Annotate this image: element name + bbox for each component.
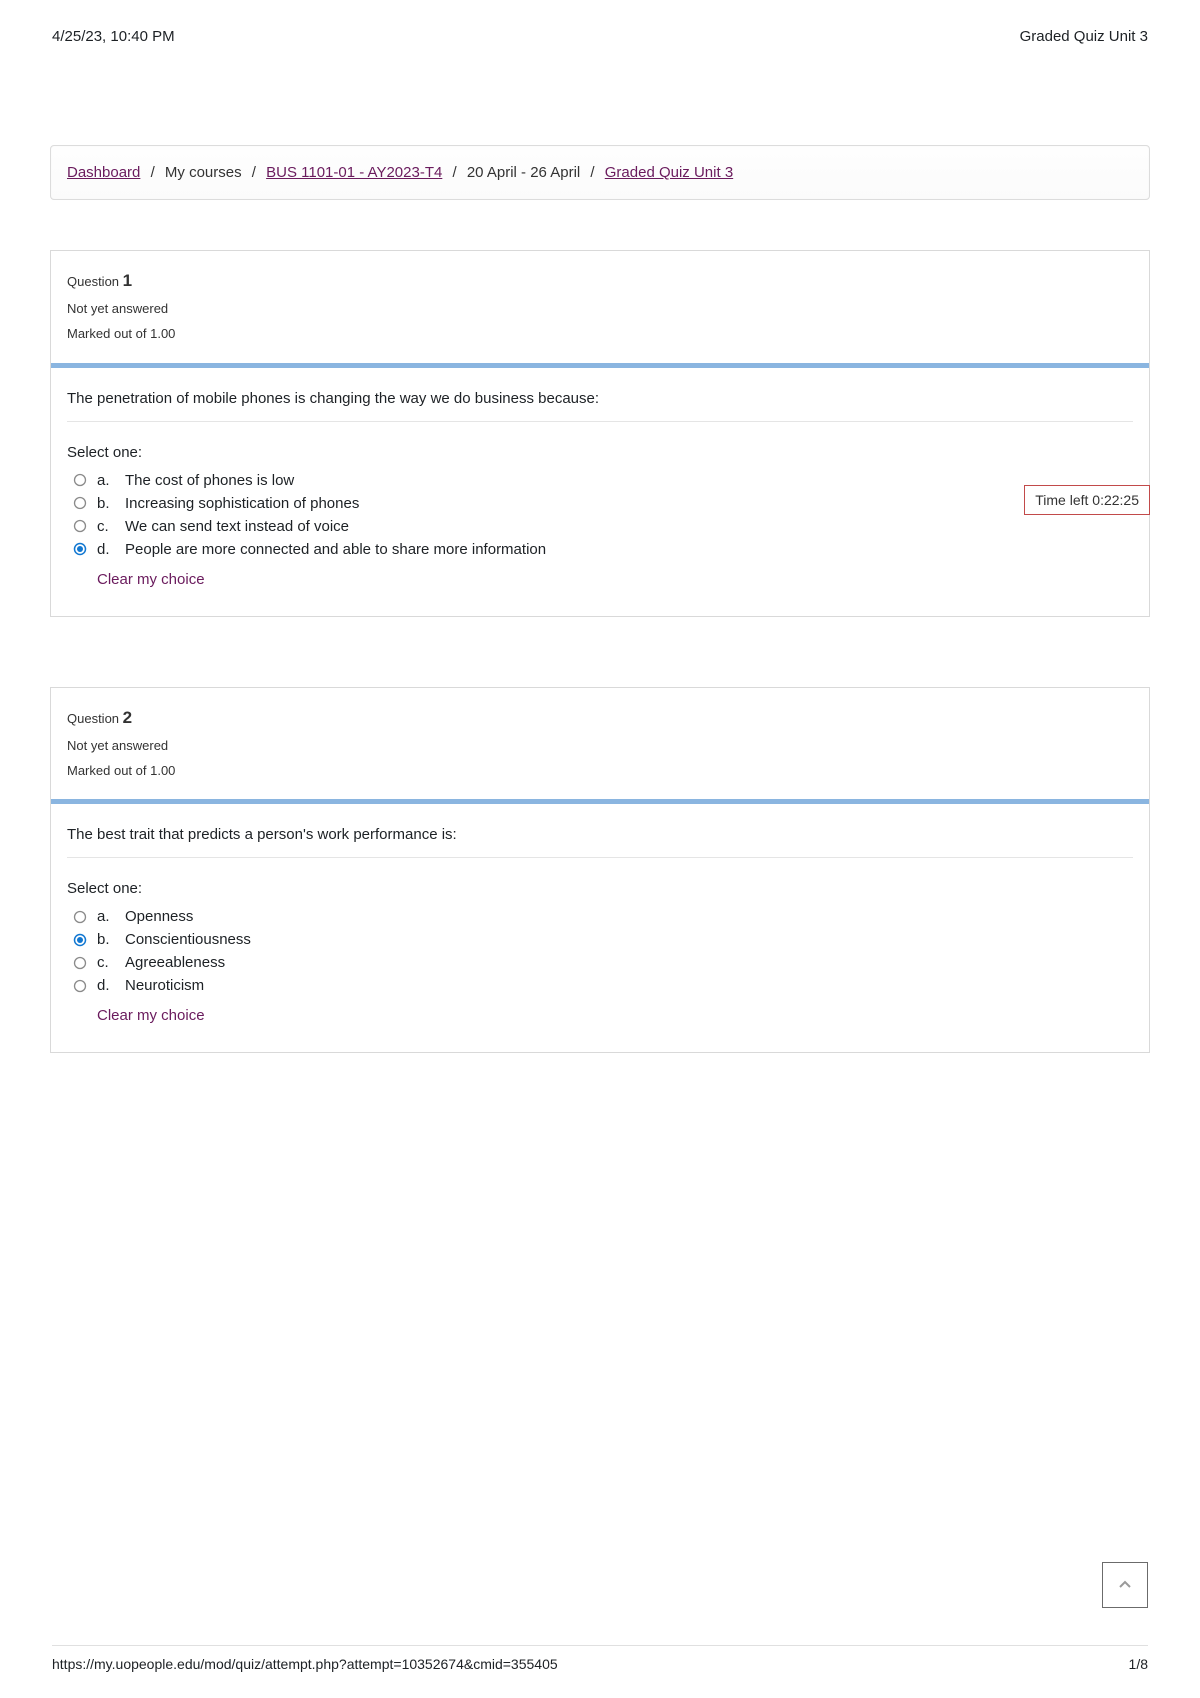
breadcrumb-mycourses: My courses (165, 164, 242, 181)
breadcrumb-dashboard[interactable]: Dashboard (67, 164, 140, 181)
time-left-box: Time left 0:22:25 (1024, 485, 1150, 515)
radio-selected-icon[interactable] (73, 542, 87, 556)
options-list: a. Openness b. Conscientiousness c. Agre… (67, 905, 1133, 997)
radio-unselected-icon[interactable] (73, 473, 87, 487)
chevron-up-icon (1117, 1577, 1133, 1593)
time-left-label: Time left (1035, 492, 1088, 508)
question-status: Not yet answered (67, 734, 1133, 759)
question-prompt: The best trait that predicts a person's … (67, 826, 1133, 858)
question-card-1: Question 1 Not yet answered Marked out o… (50, 250, 1150, 617)
option-row[interactable]: d. People are more connected and able to… (67, 538, 1133, 561)
option-letter: b. (97, 931, 115, 948)
option-text: People are more connected and able to sh… (125, 541, 546, 558)
question-label: Question (67, 274, 119, 289)
breadcrumb-sep: / (252, 164, 256, 181)
question-number: 2 (123, 708, 132, 727)
clear-choice-link[interactable]: Clear my choice (97, 1007, 1133, 1024)
breadcrumb-sep: / (590, 164, 594, 181)
question-number: 1 (123, 271, 132, 290)
question-status: Not yet answered (67, 297, 1133, 322)
option-row[interactable]: c. Agreeableness (67, 951, 1133, 974)
question-card-2: Question 2 Not yet answered Marked out o… (50, 687, 1150, 1054)
option-text: Conscientiousness (125, 931, 251, 948)
options-list: a. The cost of phones is low b. Increasi… (67, 469, 1133, 561)
print-header: 4/25/23, 10:40 PM Graded Quiz Unit 3 (0, 0, 1200, 45)
breadcrumb: Dashboard / My courses / BUS 1101-01 - A… (50, 145, 1150, 200)
breadcrumb-quiz[interactable]: Graded Quiz Unit 3 (605, 164, 733, 181)
print-datetime: 4/25/23, 10:40 PM (52, 28, 175, 45)
radio-selected-icon[interactable] (73, 933, 87, 947)
footer-url: https://my.uopeople.edu/mod/quiz/attempt… (52, 1656, 558, 1672)
print-title: Graded Quiz Unit 3 (1020, 28, 1148, 45)
radio-unselected-icon[interactable] (73, 519, 87, 533)
breadcrumb-course[interactable]: BUS 1101-01 - AY2023-T4 (266, 164, 442, 181)
option-text: Openness (125, 908, 193, 925)
option-text: Increasing sophistication of phones (125, 495, 359, 512)
option-letter: d. (97, 541, 115, 558)
clear-choice-link[interactable]: Clear my choice (97, 571, 1133, 588)
option-text: Agreeableness (125, 954, 225, 971)
radio-unselected-icon[interactable] (73, 979, 87, 993)
breadcrumb-daterange: 20 April - 26 April (467, 164, 580, 181)
option-row[interactable]: c. We can send text instead of voice (67, 515, 1133, 538)
option-row[interactable]: b. Increasing sophistication of phones (67, 492, 1133, 515)
radio-unselected-icon[interactable] (73, 910, 87, 924)
option-row[interactable]: d. Neuroticism (67, 974, 1133, 997)
option-letter: d. (97, 977, 115, 994)
time-left-value: 0:22:25 (1092, 492, 1139, 508)
option-letter: b. (97, 495, 115, 512)
radio-unselected-icon[interactable] (73, 496, 87, 510)
question-header: Question 2 Not yet answered Marked out o… (51, 688, 1149, 800)
option-row[interactable]: a. The cost of phones is low (67, 469, 1133, 492)
select-one-label: Select one: (67, 444, 1133, 461)
option-text: Neuroticism (125, 977, 204, 994)
option-letter: a. (97, 908, 115, 925)
option-letter: c. (97, 954, 115, 971)
question-marks: Marked out of 1.00 (67, 759, 1133, 784)
option-row[interactable]: a. Openness (67, 905, 1133, 928)
option-text: The cost of phones is low (125, 472, 294, 489)
option-letter: c. (97, 518, 115, 535)
print-footer: https://my.uopeople.edu/mod/quiz/attempt… (52, 1645, 1148, 1672)
question-label: Question (67, 711, 119, 726)
option-letter: a. (97, 472, 115, 489)
question-header: Question 1 Not yet answered Marked out o… (51, 251, 1149, 363)
breadcrumb-sep: / (453, 164, 457, 181)
scroll-to-top-button[interactable] (1102, 1562, 1148, 1608)
footer-page: 1/8 (1129, 1656, 1148, 1672)
question-prompt: The penetration of mobile phones is chan… (67, 390, 1133, 422)
breadcrumb-sep: / (151, 164, 155, 181)
radio-unselected-icon[interactable] (73, 956, 87, 970)
select-one-label: Select one: (67, 880, 1133, 897)
question-marks: Marked out of 1.00 (67, 322, 1133, 347)
option-row[interactable]: b. Conscientiousness (67, 928, 1133, 951)
option-text: We can send text instead of voice (125, 518, 349, 535)
